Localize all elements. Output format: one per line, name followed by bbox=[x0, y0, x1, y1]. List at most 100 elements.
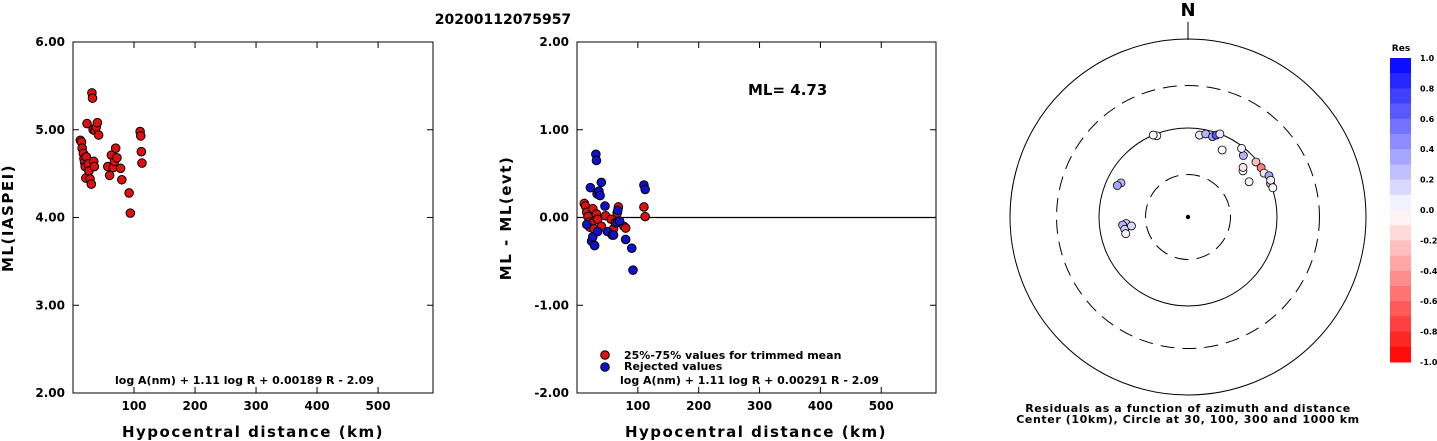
rejected-residual-point bbox=[600, 201, 610, 211]
plot2-x-tick-label: 200 bbox=[686, 399, 711, 413]
colorbar-label: 0.2 bbox=[1420, 176, 1434, 185]
plot1-y-tick-label: 5.00 bbox=[35, 123, 65, 137]
plot2-y-tick-label: -2.00 bbox=[534, 386, 569, 400]
colorbar-segment bbox=[1390, 210, 1411, 226]
rejected-residual-point bbox=[589, 240, 600, 251]
plot1-x-tick-label: 200 bbox=[183, 399, 208, 413]
colorbar-label: 0.6 bbox=[1420, 115, 1435, 124]
ml-point bbox=[135, 131, 146, 141]
rejected-residual-point bbox=[626, 243, 637, 254]
plot1-x-tick-label: 500 bbox=[366, 399, 391, 413]
station-residual-marker bbox=[1238, 163, 1248, 172]
ml-point bbox=[125, 208, 136, 218]
plot1-formula: log A(nm) + 1.11 log R + 0.00189 R - 2.0… bbox=[115, 374, 374, 387]
plot2-x-ticks: 100 200 300 400 500 bbox=[625, 42, 894, 413]
station-residual-points bbox=[1112, 129, 1278, 239]
ml-point bbox=[117, 174, 127, 185]
colorbar-label: -0.2 bbox=[1420, 236, 1437, 245]
colorbar-segment bbox=[1390, 301, 1411, 317]
plot1-y-tick-label: 3.00 bbox=[35, 298, 65, 312]
distance-ring-300km bbox=[1056, 85, 1320, 349]
plot1-y-tick-label: 6.00 bbox=[35, 35, 65, 49]
distance-ring-100km bbox=[1098, 127, 1278, 307]
colorbar-label: -0.6 bbox=[1420, 297, 1437, 306]
north-label: N bbox=[1180, 0, 1195, 21]
station-residual-marker bbox=[1266, 175, 1276, 185]
station-residual-marker bbox=[1268, 183, 1278, 193]
colorbar-segment bbox=[1390, 149, 1411, 165]
plot2-y-tick-label: 2.00 bbox=[539, 35, 569, 49]
distance-ring-1000km bbox=[1009, 38, 1367, 396]
plot1-y-ticks: 2.00 3.00 4.00 5.00 6.00 bbox=[35, 35, 433, 400]
distance-rings bbox=[1009, 38, 1367, 396]
colorbar-segment bbox=[1390, 179, 1411, 196]
plot1-y-label: ML(IASPEI) bbox=[0, 164, 17, 272]
ml-point bbox=[112, 153, 122, 163]
station-residual-marker bbox=[1148, 130, 1158, 140]
plot2-x-tick-label: 500 bbox=[869, 399, 894, 413]
residual-colorbar: 1.0 0.8 0.6 0.4 0.2 0.0 -0.2 -0.4 -0.6 -0.8 -1.0 bbox=[1390, 54, 1437, 367]
plot1-frame bbox=[72, 41, 434, 394]
rejected-residual-point bbox=[595, 190, 605, 201]
plot1-y-tick-label: 4.00 bbox=[35, 211, 65, 225]
colorbar-label: -1.0 bbox=[1420, 358, 1437, 367]
caption-line-2: Center (10km), Circle at 30, 100, 300 an… bbox=[1016, 413, 1360, 426]
colorbar-segment bbox=[1390, 270, 1411, 287]
figure-title: 20200112075957 bbox=[435, 12, 571, 28]
colorbar-segment bbox=[1390, 316, 1411, 333]
colorbar-segment bbox=[1390, 225, 1411, 241]
colorbar-label: 0.8 bbox=[1420, 84, 1435, 93]
station-residual-marker bbox=[1112, 181, 1122, 190]
rejected-residual-point bbox=[628, 265, 638, 275]
rejected-residual-point bbox=[612, 205, 623, 216]
colorbar-segment bbox=[1390, 58, 1411, 74]
rejected-residual-point bbox=[591, 155, 602, 166]
colorbar-segment bbox=[1390, 331, 1411, 348]
ml-point bbox=[124, 188, 134, 198]
colorbar-segment bbox=[1390, 255, 1411, 272]
plot2-x-tick-label: 300 bbox=[747, 399, 772, 413]
station-residual-marker bbox=[1215, 129, 1225, 139]
distance-ring-30km bbox=[1145, 174, 1231, 260]
colorbar-segment bbox=[1390, 346, 1411, 363]
ml-point bbox=[136, 146, 147, 157]
station-residual-marker bbox=[1244, 177, 1254, 187]
ml-point bbox=[87, 93, 98, 103]
ml-point bbox=[86, 179, 97, 189]
azimuth-residual-plot: N Residuals as a function of azimuth and… bbox=[1009, 0, 1437, 426]
ml-point bbox=[93, 130, 104, 140]
plot2-x-tick-label: 400 bbox=[808, 399, 833, 413]
legend-label-trimmed: 25%-75% values for trimmed mean bbox=[624, 349, 841, 362]
plot2-y-tick-label: 0.00 bbox=[539, 211, 569, 225]
trimmed-residual-point bbox=[639, 202, 649, 212]
ml-point bbox=[92, 117, 103, 128]
colorbar-title: Res bbox=[1392, 44, 1410, 54]
plot2-y-tick-label: 1.00 bbox=[539, 123, 569, 137]
station-residual-marker bbox=[1127, 221, 1136, 231]
colorbar-segment bbox=[1390, 103, 1411, 120]
plot1-x-label: Hypocentral distance (km) bbox=[122, 423, 384, 441]
residual-vs-distance-plot: 100 200 300 400 500 -2.00 -1.00 0.00 1.00 2.00 H… bbox=[497, 35, 937, 441]
station-residual-marker bbox=[1251, 157, 1261, 167]
ml-point bbox=[115, 163, 126, 174]
trimmed-residual-point bbox=[620, 223, 631, 233]
ml-annotation: ML= 4.73 bbox=[748, 81, 827, 99]
legend-label-rejected: Rejected values bbox=[624, 360, 723, 373]
epicenter-dot bbox=[1185, 214, 1191, 220]
plot2-formula: log A(nm) + 1.11 log R + 0.00291 R - 2.0… bbox=[620, 374, 879, 387]
trimmed-residual-point bbox=[640, 211, 650, 222]
legend-marker-rejected bbox=[600, 362, 610, 372]
plot1-points bbox=[75, 88, 147, 218]
plot1-x-tick-label: 100 bbox=[121, 399, 146, 413]
station-residual-marker bbox=[1121, 229, 1131, 239]
caption-line-1: Residuals as a function of azimuth and d… bbox=[1025, 402, 1351, 415]
ml-point bbox=[89, 161, 100, 172]
rejected-residual-point bbox=[596, 177, 607, 188]
colorbar-segment bbox=[1390, 286, 1411, 302]
ml-vs-distance-plot: 100 200 300 400 500 2.00 3.00 4.00 5.00 6.00 Hyp… bbox=[0, 35, 434, 441]
plot1-x-tick-label: 400 bbox=[305, 399, 330, 413]
colorbar-segment bbox=[1390, 240, 1411, 257]
ml-point bbox=[137, 158, 147, 168]
plot2-points bbox=[579, 149, 650, 275]
